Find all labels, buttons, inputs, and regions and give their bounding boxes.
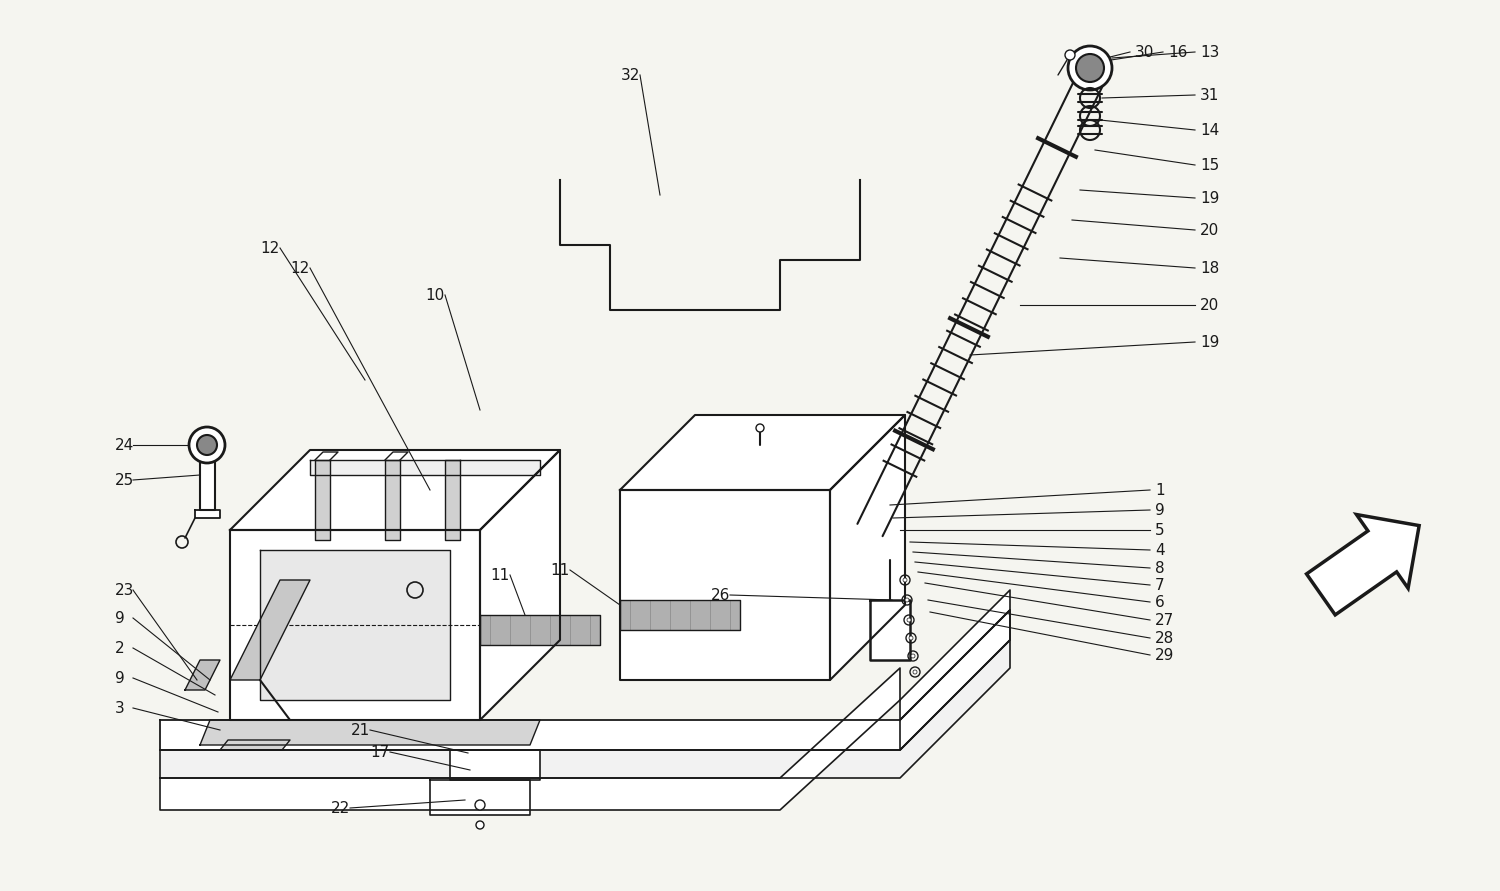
Circle shape: [903, 578, 908, 582]
Text: 1: 1: [1155, 483, 1164, 497]
Text: 15: 15: [1200, 158, 1219, 173]
Polygon shape: [870, 600, 910, 660]
Text: 29: 29: [1155, 648, 1174, 663]
Text: 20: 20: [1200, 223, 1219, 238]
Text: 21: 21: [351, 723, 370, 738]
Text: 7: 7: [1155, 577, 1164, 593]
Text: 32: 32: [621, 68, 640, 83]
Text: 27: 27: [1155, 612, 1174, 627]
Text: 11: 11: [550, 562, 570, 577]
Text: 24: 24: [116, 437, 135, 453]
Text: 3: 3: [116, 700, 124, 715]
Circle shape: [196, 435, 217, 455]
Text: 12: 12: [291, 260, 310, 275]
Text: 12: 12: [261, 241, 280, 256]
Text: 16: 16: [1168, 45, 1188, 60]
Polygon shape: [900, 610, 1010, 750]
Polygon shape: [446, 460, 460, 540]
Text: 23: 23: [116, 583, 135, 598]
Polygon shape: [830, 415, 904, 680]
Polygon shape: [160, 610, 1010, 750]
Polygon shape: [900, 590, 1010, 720]
Text: 20: 20: [1200, 298, 1219, 313]
Text: 19: 19: [1200, 334, 1219, 349]
Polygon shape: [315, 460, 330, 540]
Polygon shape: [200, 720, 540, 745]
Text: 25: 25: [116, 472, 135, 487]
Text: 9: 9: [1155, 503, 1164, 518]
Circle shape: [909, 636, 914, 640]
Circle shape: [904, 598, 909, 602]
Circle shape: [910, 654, 915, 658]
Polygon shape: [430, 780, 530, 815]
Polygon shape: [480, 615, 600, 645]
Text: 17: 17: [370, 745, 390, 759]
Polygon shape: [260, 550, 450, 700]
Circle shape: [189, 427, 225, 463]
Text: 8: 8: [1155, 560, 1164, 576]
Text: 18: 18: [1200, 260, 1219, 275]
Circle shape: [1068, 46, 1112, 90]
Polygon shape: [620, 490, 830, 680]
Polygon shape: [230, 450, 560, 530]
Circle shape: [914, 670, 916, 674]
Text: 28: 28: [1155, 631, 1174, 645]
Text: 31: 31: [1200, 87, 1219, 102]
Text: 4: 4: [1155, 543, 1164, 558]
Polygon shape: [200, 450, 214, 510]
Polygon shape: [220, 740, 290, 750]
Text: 2: 2: [116, 641, 124, 656]
Text: 9: 9: [116, 610, 124, 625]
Polygon shape: [230, 580, 310, 680]
Polygon shape: [620, 415, 904, 490]
Polygon shape: [184, 660, 220, 690]
Text: 10: 10: [426, 288, 445, 303]
Polygon shape: [310, 460, 540, 475]
Text: 6: 6: [1155, 594, 1164, 609]
Circle shape: [476, 821, 484, 829]
Text: 13: 13: [1200, 45, 1219, 60]
Text: 26: 26: [711, 587, 730, 602]
Circle shape: [1076, 54, 1104, 82]
Polygon shape: [230, 530, 480, 720]
Polygon shape: [480, 450, 560, 720]
Circle shape: [908, 618, 910, 622]
Text: 19: 19: [1200, 191, 1219, 206]
Circle shape: [756, 424, 764, 432]
Text: 14: 14: [1200, 122, 1219, 137]
Circle shape: [1065, 50, 1076, 60]
Polygon shape: [1306, 514, 1419, 615]
Circle shape: [476, 800, 484, 810]
Polygon shape: [450, 750, 540, 780]
Polygon shape: [386, 460, 400, 540]
Text: 30: 30: [1136, 45, 1155, 60]
Polygon shape: [160, 640, 1010, 778]
Polygon shape: [195, 510, 220, 518]
Text: 11: 11: [490, 568, 510, 583]
Polygon shape: [160, 668, 900, 810]
Text: 5: 5: [1155, 522, 1164, 537]
Text: 22: 22: [330, 800, 350, 815]
Polygon shape: [620, 600, 740, 630]
Text: 9: 9: [116, 671, 124, 685]
